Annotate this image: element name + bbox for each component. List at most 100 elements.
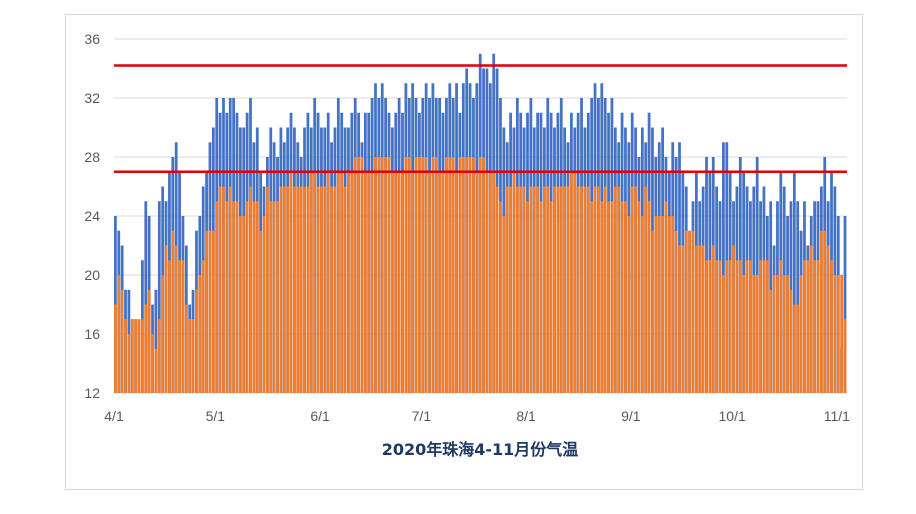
low-bar (441, 171, 445, 393)
low-bar (671, 216, 675, 393)
low-bar (819, 230, 823, 393)
low-bar (428, 171, 431, 393)
low-bar (661, 216, 664, 393)
low-bar (407, 157, 411, 393)
low-bar (576, 186, 580, 393)
low-bar (539, 201, 543, 393)
low-bar (688, 230, 692, 393)
low-bar (600, 201, 604, 393)
low-bar (431, 157, 435, 393)
low-bar (465, 157, 469, 393)
low-bar (272, 201, 276, 393)
high-bar (144, 201, 148, 393)
low-bar (559, 186, 563, 393)
high-bar (843, 216, 847, 393)
low-bar (205, 230, 208, 393)
low-bar (124, 319, 127, 393)
low-bar (786, 275, 789, 393)
low-bar (171, 230, 175, 393)
low-bar (745, 260, 749, 393)
low-bar (316, 186, 320, 393)
low-bar (512, 171, 516, 393)
low-bar (566, 186, 570, 393)
low-bar (728, 260, 732, 393)
low-bar (326, 171, 330, 393)
low-bar (637, 201, 641, 393)
low-bar (144, 304, 148, 393)
low-bar (482, 157, 485, 393)
low-bar (252, 201, 256, 393)
low-bar (313, 171, 317, 393)
low-bar (664, 201, 668, 393)
low-bar (211, 230, 215, 393)
low-bar (722, 275, 725, 393)
low-bar (823, 230, 827, 393)
low-bar (299, 186, 303, 393)
low-bar (640, 216, 644, 393)
low-bar (289, 171, 293, 393)
low-bar (114, 304, 117, 393)
low-bar (681, 245, 685, 393)
low-bar (573, 171, 577, 393)
low-bar (238, 216, 242, 393)
low-bar (765, 260, 769, 393)
low-bar (711, 245, 715, 393)
low-bar (701, 245, 705, 393)
low-bar (586, 186, 590, 393)
low-bar (698, 245, 702, 393)
low-bar (343, 186, 347, 393)
y-tick-label: 16 (84, 326, 100, 342)
low-bar (434, 157, 438, 393)
low-bar (414, 157, 418, 393)
low-bar (532, 186, 536, 393)
low-bar (174, 245, 178, 393)
low-bar (154, 348, 158, 393)
low-bar (235, 201, 239, 393)
low-bar (705, 260, 708, 393)
low-bar (749, 260, 752, 393)
low-bar (809, 245, 813, 393)
low-bar (620, 201, 624, 393)
low-bar (242, 216, 246, 393)
low-bar (259, 230, 263, 393)
low-bar (198, 275, 202, 393)
low-bar (262, 216, 266, 393)
low-bar (536, 186, 540, 393)
high-bar (154, 289, 158, 393)
low-bar (340, 171, 344, 393)
low-bar (488, 171, 492, 393)
y-tick-label: 28 (84, 149, 100, 165)
low-bar (363, 171, 367, 393)
chart-svg: 12 16 20 24 28 32 36 4/1 5/1 6/1 7/1 8/1 9/1 10/1 11/… (84, 31, 850, 459)
low-bar (803, 260, 806, 393)
low-bar (421, 157, 425, 393)
low-bar (141, 319, 144, 393)
low-bar (127, 334, 131, 393)
low-bar (458, 157, 462, 393)
low-bar (360, 157, 364, 393)
low-bar (813, 260, 816, 393)
high-bar (722, 142, 725, 393)
low-bar (475, 171, 479, 393)
low-bar (752, 275, 756, 393)
low-bar (438, 171, 442, 393)
low-bar (161, 275, 165, 393)
low-bar (478, 157, 482, 393)
low-bar (374, 157, 377, 393)
high-bar (157, 201, 161, 393)
low-bar (472, 157, 475, 393)
low-bar (651, 230, 654, 393)
low-bar (667, 216, 671, 393)
x-tick-label: 5/1 (206, 408, 226, 424)
low-bar (347, 171, 350, 393)
low-bar (130, 319, 134, 393)
low-bar (796, 304, 800, 393)
low-bar (293, 186, 296, 393)
low-bar (542, 186, 546, 393)
low-bar (387, 157, 391, 393)
low-bar (448, 157, 452, 393)
low-bar (647, 201, 651, 393)
low-bar (563, 186, 567, 393)
reference-lines (114, 64, 847, 173)
low-bar (836, 275, 840, 393)
